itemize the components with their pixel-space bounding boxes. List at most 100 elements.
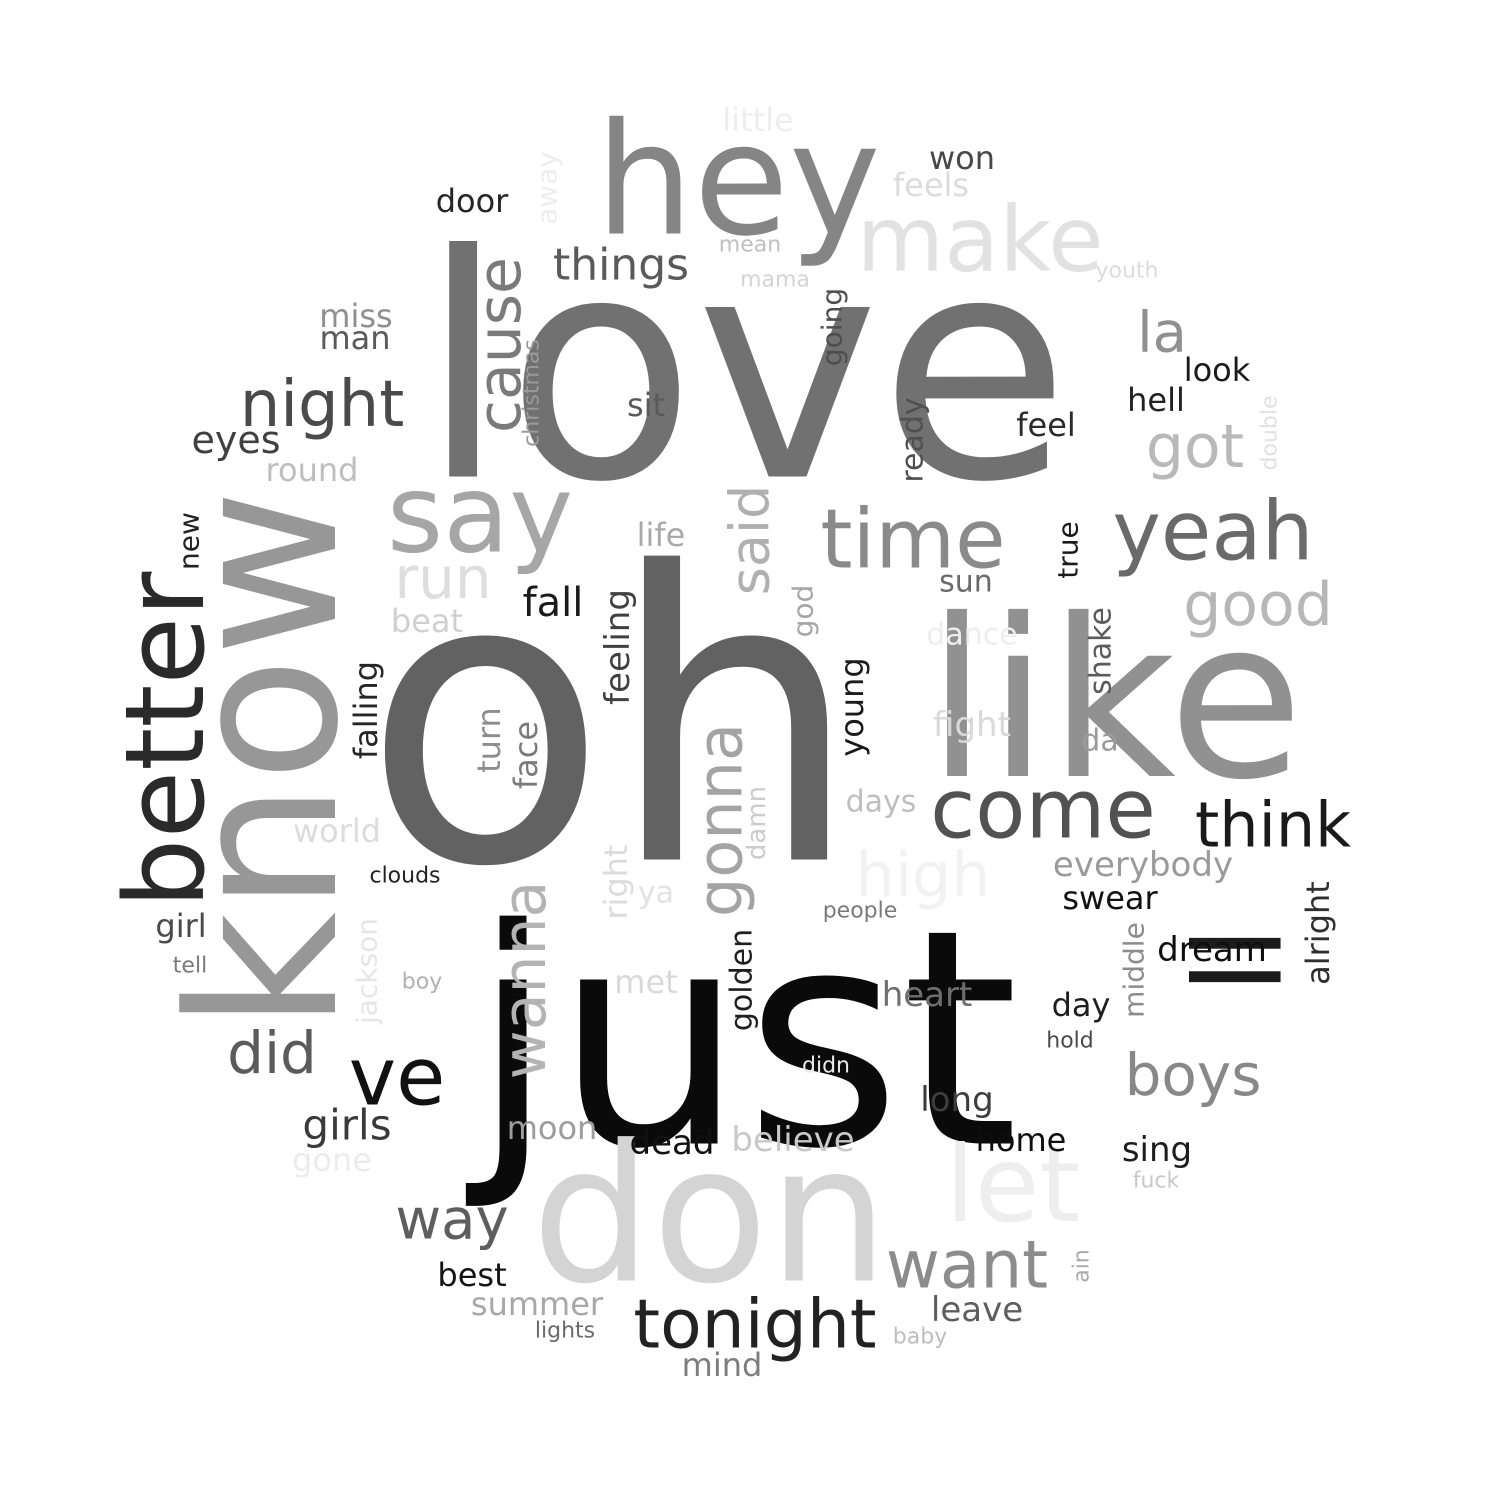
word-ready: ready	[896, 397, 931, 482]
word-mind: mind	[682, 1346, 763, 1384]
word-youth: youth	[1096, 259, 1159, 284]
word-going: going	[816, 288, 849, 366]
word-cause: cause	[465, 257, 535, 433]
word-falling: falling	[347, 661, 385, 759]
word-good: good	[1183, 570, 1333, 640]
word-dream: dream	[1157, 930, 1267, 970]
word-night: night	[240, 368, 405, 442]
word-right: right	[597, 844, 635, 919]
word-days: days	[846, 785, 917, 820]
word-sit: sit	[627, 386, 665, 424]
word-don: don	[531, 1105, 888, 1326]
word-look: look	[1184, 351, 1251, 389]
word-ll: ll	[1171, 927, 1310, 994]
word-double: double	[1258, 396, 1283, 471]
word-feeling: feeling	[598, 589, 638, 705]
word-everybody: everybody	[1053, 845, 1233, 885]
word-high: high	[855, 839, 990, 912]
word-hell: hell	[1127, 381, 1185, 419]
word-face: face	[507, 721, 545, 789]
word-swear: swear	[1062, 879, 1158, 917]
word-da: da	[1081, 724, 1118, 759]
word-eyes: eyes	[191, 418, 280, 462]
word-christmas: christmas	[520, 339, 545, 447]
word-gonna: gonna	[684, 723, 757, 917]
word-tell: tell	[173, 954, 207, 979]
word-young: young	[833, 657, 871, 756]
word-baby: baby	[893, 1325, 947, 1350]
word-la: la	[1137, 301, 1187, 366]
word-man: man	[319, 319, 390, 357]
word-girl: girl	[155, 907, 206, 945]
word-way: way	[395, 1188, 508, 1253]
word-god: god	[787, 585, 820, 638]
word-clouds: clouds	[369, 864, 440, 889]
word-little: little	[722, 101, 793, 139]
word-dead: dead	[630, 1123, 715, 1163]
word-hold: hold	[1046, 1029, 1093, 1054]
word-sun: sun	[939, 565, 993, 600]
word-jackson: jackson	[351, 918, 384, 1025]
word-moon: moon	[507, 1109, 598, 1147]
word-away: away	[531, 151, 564, 225]
word-ve: ve	[349, 1031, 446, 1124]
word-day: day	[1052, 986, 1111, 1024]
word-things: things	[553, 240, 689, 291]
word-believe: believe	[731, 1120, 854, 1160]
word-hey: hey	[595, 90, 880, 271]
word-people: people	[823, 899, 898, 924]
word-won: won	[929, 139, 995, 177]
word-know: know	[146, 489, 384, 1031]
word-mean: mean	[719, 233, 781, 258]
word-feel: feel	[1016, 406, 1076, 444]
word-home: home	[976, 1121, 1067, 1159]
word-said: said	[719, 485, 782, 596]
word-say: say	[387, 453, 573, 578]
word-fuck: fuck	[1133, 1169, 1180, 1194]
word-oh: oh	[363, 490, 861, 955]
word-let: let	[946, 1124, 1081, 1246]
word-run: run	[394, 544, 491, 612]
word-golden: golden	[725, 929, 760, 1031]
word-dance: dance	[926, 618, 1017, 653]
word-boys: boys	[1125, 1041, 1262, 1109]
word-think: think	[1195, 789, 1351, 862]
word-ya: ya	[638, 876, 674, 911]
word-door: door	[436, 182, 509, 220]
word-beat: beat	[391, 602, 463, 640]
word-best: best	[437, 1256, 506, 1294]
word-wanna: wanna	[490, 881, 560, 1080]
word-summer: summer	[471, 1285, 604, 1323]
word-middle: middle	[1118, 922, 1151, 1018]
word-sing: sing	[1122, 1130, 1192, 1170]
word-leave: leave	[931, 1290, 1023, 1330]
word-mama: mama	[740, 268, 810, 293]
word-true: true	[1052, 521, 1085, 578]
word-turn: turn	[470, 707, 508, 773]
word-miss: miss	[319, 297, 392, 335]
word-shake: shake	[1084, 607, 1119, 695]
word-didn: didn	[802, 1054, 850, 1079]
word-new: new	[173, 512, 206, 570]
word-round: round	[266, 451, 359, 489]
word-time: time	[820, 493, 1005, 588]
word-met: met	[614, 963, 677, 1001]
word-fall: fall	[523, 580, 584, 626]
word-yeah: yeah	[1112, 485, 1313, 580]
word-got: got	[1146, 412, 1244, 482]
word-love: love	[420, 190, 1070, 551]
word-long: long	[920, 1080, 993, 1120]
word-make: make	[856, 188, 1103, 293]
word-fight: fight	[933, 705, 1011, 745]
word-come: come	[930, 763, 1156, 858]
word-want: want	[886, 1227, 1048, 1304]
word-damn: damn	[742, 786, 772, 860]
word-gone: gone	[292, 1141, 372, 1179]
word-tonight: tonight	[633, 1286, 876, 1365]
word-just: just	[462, 866, 1019, 1215]
word-girls: girls	[302, 1101, 391, 1150]
word-lights: lights	[535, 1319, 595, 1344]
word-boy: boy	[402, 970, 442, 995]
